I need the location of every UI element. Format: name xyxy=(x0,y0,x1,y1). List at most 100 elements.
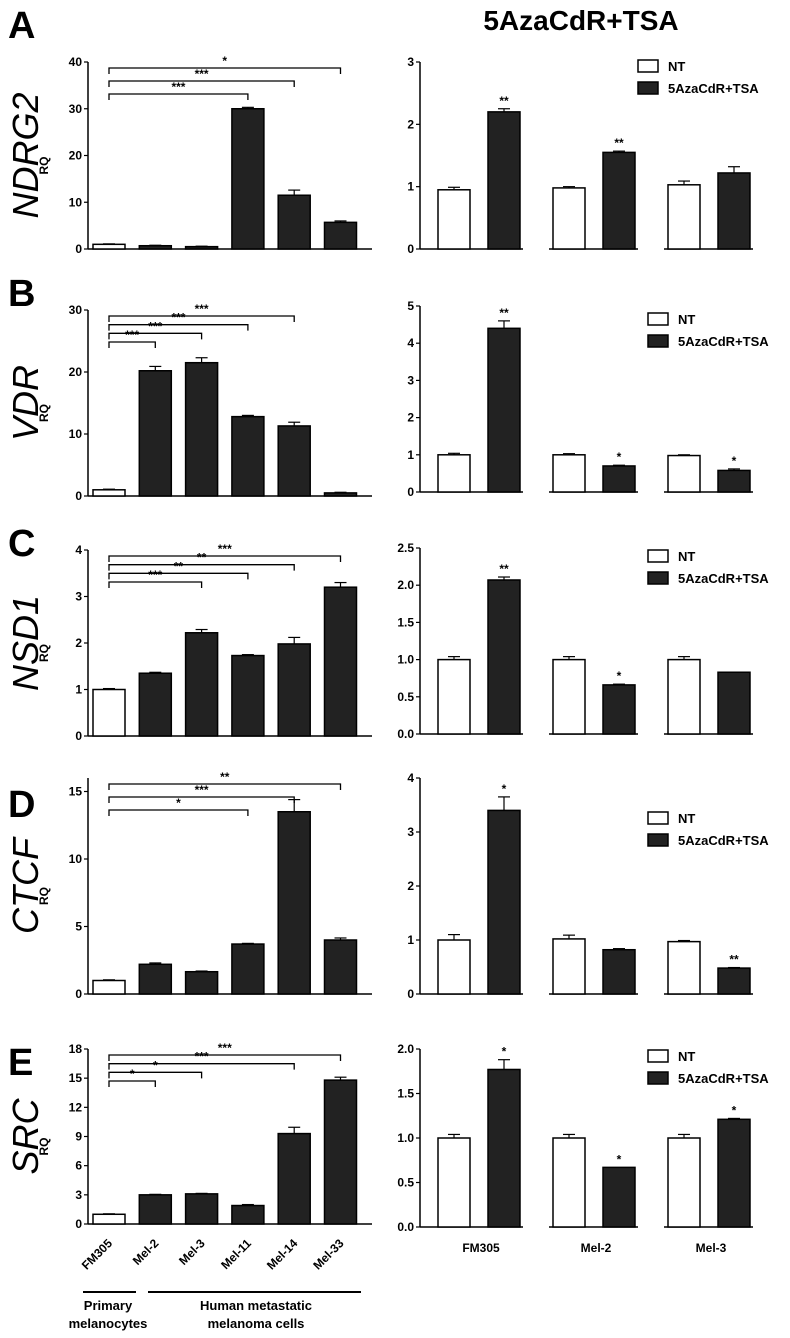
treated-significance-label: ** xyxy=(499,562,509,576)
metastatic-label-2: melanoma cells xyxy=(208,1316,305,1331)
left-bar-mel-2 xyxy=(138,672,173,737)
legend-swatch-nt xyxy=(637,59,659,73)
left-bar-mel-3 xyxy=(184,632,219,737)
x-label-mel-2: Mel-2 xyxy=(130,1236,162,1268)
significance-bracket xyxy=(108,564,295,571)
legend-swatch-nt xyxy=(647,549,669,563)
legend-label-treated: 5AzaCdR+TSA xyxy=(678,833,769,848)
legend-label-treated: 5AzaCdR+TSA xyxy=(678,571,769,586)
right-y-tick-label: 0.5 xyxy=(397,690,414,704)
left-bar-mel-14 xyxy=(277,194,311,250)
significance-bracket xyxy=(108,324,249,331)
rq-label: RQ xyxy=(37,1138,51,1156)
right-bar-fm305-nt xyxy=(437,939,471,995)
right-bar-mel-2-treated xyxy=(602,948,636,995)
figure-title: 5AzaCdR+TSA xyxy=(483,5,678,36)
left-y-tick-label: 3 xyxy=(75,590,82,604)
right-bar-mel-2-nt xyxy=(552,1137,586,1228)
left-y-tick-label: 15 xyxy=(69,785,83,799)
right-y-tick-label: 2 xyxy=(407,879,414,893)
right-y-tick-label: 4 xyxy=(407,771,414,785)
panel-letter: D xyxy=(8,784,35,826)
right-y-tick-label: 0.0 xyxy=(397,1220,414,1234)
left-bar-mel-3 xyxy=(184,245,219,250)
left-bar-mel-2 xyxy=(138,963,173,995)
significance-bracket xyxy=(108,572,249,580)
left-bar-mel-2 xyxy=(138,244,173,250)
rq-label: RQ xyxy=(37,404,51,422)
left-y-tick-label: 2 xyxy=(75,636,82,650)
left-bar-mel-33 xyxy=(323,221,358,250)
right-y-tick-label: 3 xyxy=(407,55,414,69)
right-bar-fm305-treated xyxy=(487,1068,521,1228)
right-y-tick-label: 2.0 xyxy=(397,578,414,592)
treated-significance-label: * xyxy=(617,1152,622,1166)
significance-bracket xyxy=(108,581,203,588)
x-label-mel-33: Mel-33 xyxy=(310,1236,347,1273)
left-y-tick-label: 30 xyxy=(69,303,83,317)
treated-significance-label: * xyxy=(617,450,622,464)
left-y-tick-label: 9 xyxy=(75,1130,82,1144)
primary-label-1: Primary xyxy=(84,1298,133,1313)
significance-bracket xyxy=(108,1071,203,1079)
significance-label: * xyxy=(176,796,181,810)
right-y-tick-label: 3 xyxy=(407,373,414,387)
significance-label: ** xyxy=(174,559,184,573)
rq-label: RQ xyxy=(37,644,51,662)
right-bar-mel-3-treated xyxy=(717,1118,751,1228)
left-y-tick-label: 15 xyxy=(69,1071,83,1085)
left-bar-mel-2 xyxy=(138,1194,173,1225)
significance-label: * xyxy=(153,1058,158,1072)
left-bar-mel-3 xyxy=(184,1193,219,1225)
left-y-tick-label: 40 xyxy=(69,55,83,69)
left-y-tick-label: 5 xyxy=(75,920,82,934)
right-y-tick-label: 1.5 xyxy=(397,615,414,629)
significance-label: *** xyxy=(171,80,185,94)
x-label-right-mel-2: Mel-2 xyxy=(581,1241,612,1255)
right-y-tick-label: 0 xyxy=(407,485,414,499)
left-bar-mel-33 xyxy=(323,939,358,995)
legend-label-nt: NT xyxy=(678,811,695,826)
legend-label-nt: NT xyxy=(678,312,695,327)
legend-swatch-nt xyxy=(647,1049,669,1063)
gene-label: NDRG2 xyxy=(5,92,46,218)
left-y-tick-label: 20 xyxy=(69,365,83,379)
right-bar-mel-2-nt xyxy=(552,454,586,493)
left-bar-mel-3 xyxy=(184,970,219,995)
treated-significance-label: ** xyxy=(614,136,624,150)
left-bar-mel-14 xyxy=(277,425,311,497)
right-bar-mel-3-nt xyxy=(667,184,701,250)
right-y-tick-label: 1.5 xyxy=(397,1087,414,1101)
left-bar-mel-33 xyxy=(323,1079,358,1225)
significance-label: *** xyxy=(218,1041,232,1055)
legend-swatch-treated xyxy=(647,571,669,585)
legend-label-treated: 5AzaCdR+TSA xyxy=(678,1071,769,1086)
significance-label: *** xyxy=(218,542,232,556)
legend-swatch-treated xyxy=(647,1071,669,1085)
metastatic-label-1: Human metastatic xyxy=(200,1298,312,1313)
right-y-tick-label: 2.5 xyxy=(397,541,414,555)
significance-label: * xyxy=(222,54,227,68)
left-bar-mel-14 xyxy=(277,811,311,995)
treated-significance-label: * xyxy=(502,1045,507,1059)
significance-bracket xyxy=(108,809,249,816)
x-label-mel-14: Mel-14 xyxy=(264,1236,301,1273)
treated-significance-label: ** xyxy=(499,306,509,320)
x-label-mel-11: Mel-11 xyxy=(218,1236,254,1272)
right-y-tick-label: 1.0 xyxy=(397,653,414,667)
right-bar-mel-3-treated xyxy=(717,671,751,735)
gene-label: CTCF xyxy=(5,836,46,934)
left-bar-mel-11 xyxy=(231,415,265,497)
left-y-tick-label: 0 xyxy=(75,1217,82,1231)
significance-bracket xyxy=(108,783,342,790)
left-y-tick-label: 3 xyxy=(75,1188,82,1202)
significance-label: *** xyxy=(195,1050,209,1064)
left-y-tick-label: 20 xyxy=(69,149,83,163)
right-bar-fm305-treated xyxy=(487,809,521,995)
x-label-mel-3: Mel-3 xyxy=(176,1236,208,1268)
right-bar-fm305-nt xyxy=(437,1137,471,1228)
significance-label: ** xyxy=(220,770,230,784)
treated-significance-label: * xyxy=(732,454,737,468)
